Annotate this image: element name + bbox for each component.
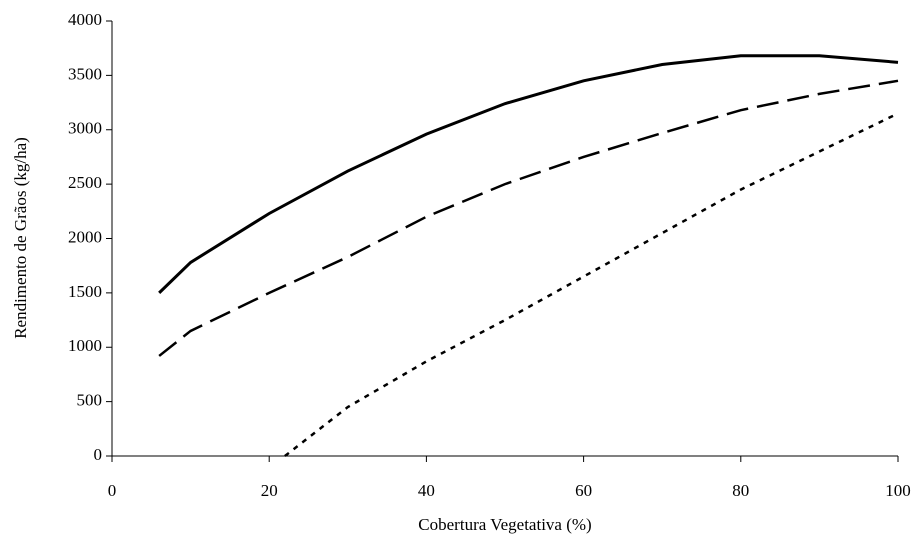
series-line bbox=[158, 79, 899, 357]
series-line bbox=[158, 54, 899, 294]
y-tick-label: 2500 bbox=[68, 173, 102, 192]
y-tick-label: 2000 bbox=[68, 227, 102, 246]
x-tick-label: 40 bbox=[418, 481, 435, 500]
y-tick-label: 1000 bbox=[68, 336, 102, 355]
x-tick-label: 100 bbox=[885, 481, 911, 500]
y-tick-label: 4000 bbox=[68, 10, 102, 29]
y-tick-label: 3000 bbox=[68, 119, 102, 138]
series-line bbox=[284, 112, 899, 457]
x-tick-label: 20 bbox=[261, 481, 278, 500]
x-tick-label: 0 bbox=[108, 481, 117, 500]
y-tick-label: 3500 bbox=[68, 64, 102, 83]
y-tick-label: 500 bbox=[77, 391, 103, 410]
x-axis-label: Cobertura Vegetativa (%) bbox=[418, 515, 591, 534]
y-tick-label: 1500 bbox=[68, 282, 102, 301]
x-tick-label: 80 bbox=[732, 481, 749, 500]
x-tick-label: 60 bbox=[575, 481, 592, 500]
y-axis-label: Rendimento de Grãos (kg/ha) bbox=[11, 137, 30, 339]
y-tick-label: 0 bbox=[94, 445, 103, 464]
